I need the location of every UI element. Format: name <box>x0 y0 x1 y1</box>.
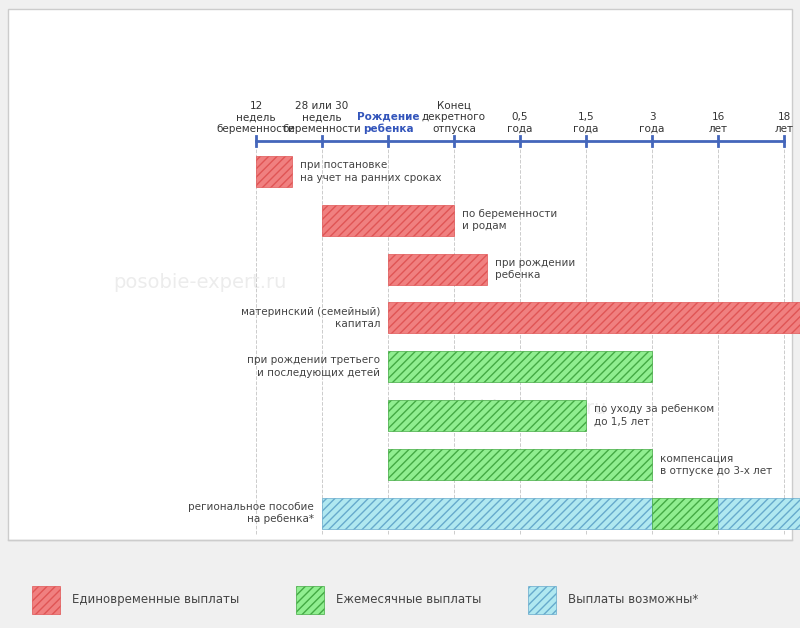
Text: posobie-expert.ru: posobie-expert.ru <box>114 273 286 292</box>
Text: Рождение
ребенка: Рождение ребенка <box>357 112 419 134</box>
Bar <box>296 585 324 614</box>
Text: при рождении
ребенка: при рождении ребенка <box>495 258 575 280</box>
Text: компенсация
в отпуске до 3-х лет: компенсация в отпуске до 3-х лет <box>660 453 772 475</box>
Bar <box>388 302 800 333</box>
Text: материнский (семейный)
капитал: материнский (семейный) капитал <box>241 306 380 329</box>
Text: posobie-expert.ru: posobie-expert.ru <box>434 399 606 418</box>
Text: при постановке
на учет на ранних сроках: при постановке на учет на ранних сроках <box>300 160 442 183</box>
Text: региональное пособие
на ребенка*: региональное пособие на ребенка* <box>188 502 314 524</box>
Bar <box>652 497 718 529</box>
Text: Единовременные выплаты: Единовременные выплаты <box>72 593 239 606</box>
Bar <box>528 585 556 614</box>
Bar <box>256 156 292 187</box>
Bar <box>388 254 487 284</box>
Text: Ежемесячные выплаты: Ежемесячные выплаты <box>336 593 482 606</box>
Text: 18
лет: 18 лет <box>774 112 794 134</box>
Text: 12
недель
беременности: 12 недель беременности <box>217 100 295 134</box>
Bar <box>32 585 60 614</box>
Bar <box>322 205 454 236</box>
Bar <box>388 400 586 431</box>
Text: при рождении третьего
и последующих детей: при рождении третьего и последующих дете… <box>247 355 380 378</box>
Text: 16
лет: 16 лет <box>709 112 727 134</box>
Text: 28 или 30
недель
беременности: 28 или 30 недель беременности <box>282 100 362 134</box>
Text: 3
года: 3 года <box>639 112 665 134</box>
Bar <box>718 497 800 529</box>
Text: Выплаты возможны*: Выплаты возможны* <box>568 593 698 606</box>
Text: по уходу за ребенком
до 1,5 лет: по уходу за ребенком до 1,5 лет <box>594 404 714 426</box>
Text: 0,5
года: 0,5 года <box>507 112 533 134</box>
Bar <box>388 449 652 480</box>
Text: по беременности
и родам: по беременности и родам <box>462 209 558 231</box>
Bar <box>388 351 652 382</box>
Text: 1,5
года: 1,5 года <box>574 112 598 134</box>
Bar <box>322 497 652 529</box>
Text: Конец
декретного
отпуска: Конец декретного отпуска <box>422 100 486 134</box>
